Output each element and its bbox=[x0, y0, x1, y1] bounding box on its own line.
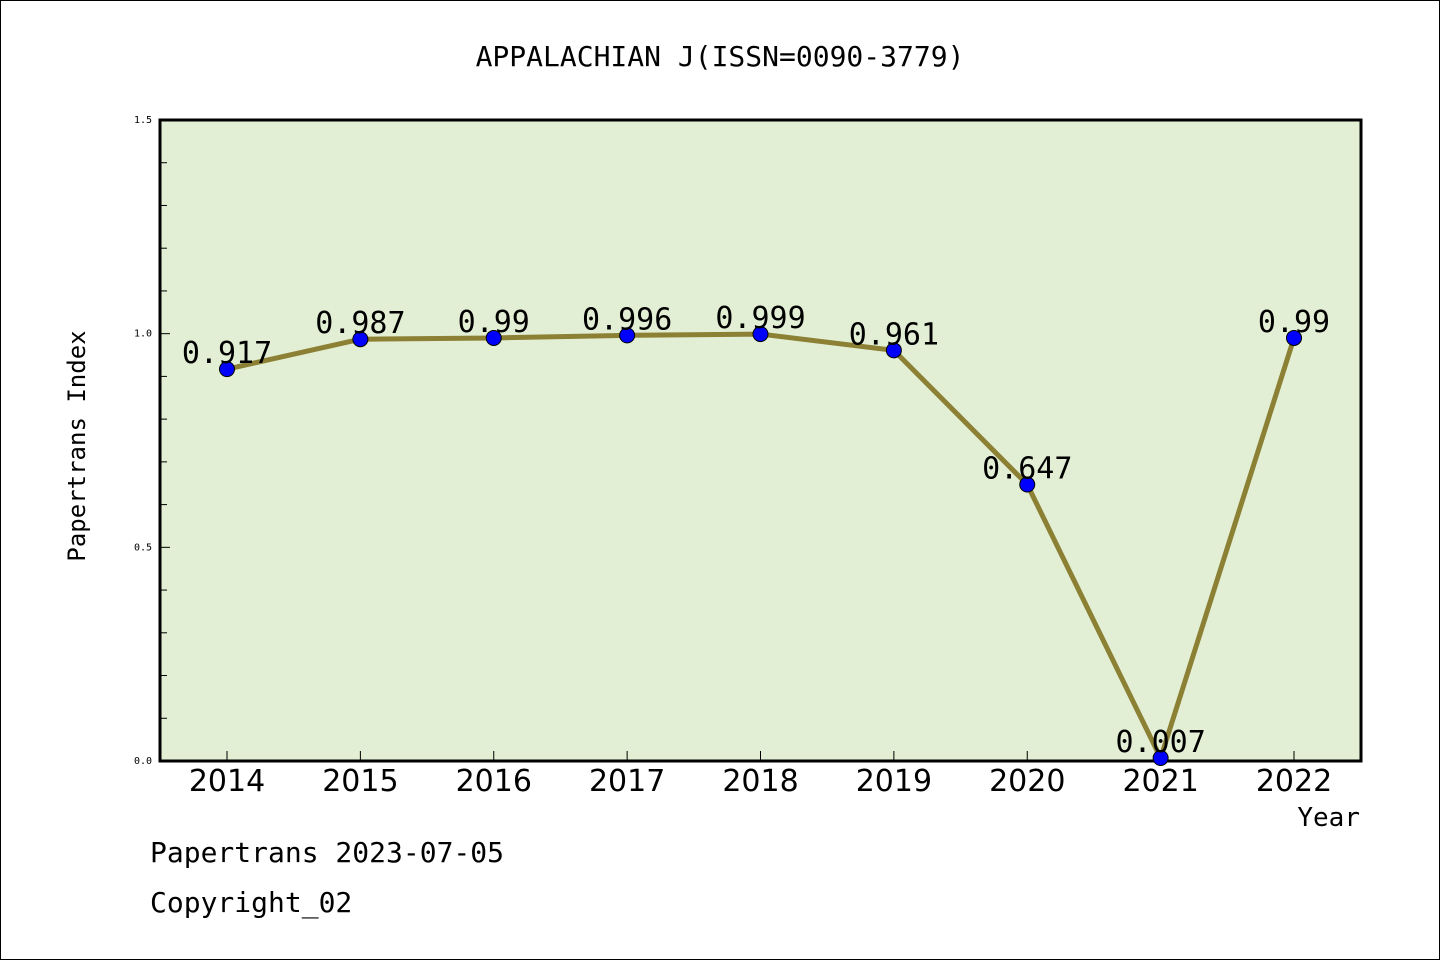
y-axis: 0.0 0.5 1.0 1.5 bbox=[134, 115, 170, 767]
y-tick-label: 0.5 bbox=[134, 542, 152, 553]
data-point bbox=[1286, 329, 1302, 346]
data-point bbox=[752, 326, 769, 343]
data-label: 0.99 bbox=[1258, 305, 1330, 340]
x-tick-label: 2018 bbox=[722, 764, 798, 799]
data-point bbox=[885, 342, 902, 359]
x-axis-label: Year bbox=[1297, 803, 1360, 833]
data-label: 0.647 bbox=[982, 452, 1072, 487]
data-label: 0.917 bbox=[182, 336, 272, 371]
data-label: 0.996 bbox=[582, 302, 672, 337]
data-point bbox=[219, 361, 235, 378]
data-point bbox=[1019, 476, 1036, 493]
data-series: 0.917 0.987 0.99 0.996 0.999 0.961 0.647 0.007 0… bbox=[182, 301, 1330, 767]
data-label: 0.99 bbox=[458, 305, 530, 340]
x-tick-label: 2014 bbox=[189, 764, 265, 799]
x-axis: 2014 2015 2016 2017 2018 2019 2020 2021 2022 bbox=[189, 751, 1332, 799]
chart-title: APPALACHIAN J(ISSN=0090-3779) bbox=[476, 40, 965, 73]
data-label: 0.007 bbox=[1115, 725, 1205, 760]
data-label: 0.999 bbox=[715, 301, 805, 336]
x-tick-label: 2019 bbox=[856, 764, 932, 799]
x-tick-label: 2015 bbox=[322, 764, 398, 799]
y-tick-label: 1.5 bbox=[134, 115, 152, 126]
data-label: 0.961 bbox=[849, 317, 939, 352]
data-point bbox=[1152, 750, 1169, 767]
x-tick-label: 2021 bbox=[1122, 764, 1198, 799]
data-point bbox=[485, 329, 502, 346]
x-tick-label: 2020 bbox=[989, 764, 1065, 799]
y-tick-label: 0.0 bbox=[134, 756, 152, 767]
x-tick-label: 2016 bbox=[456, 764, 532, 799]
x-tick-label: 2022 bbox=[1256, 764, 1332, 799]
y-tick-label: 1.0 bbox=[134, 329, 152, 340]
y-axis-label: Papertrans Index bbox=[63, 330, 91, 561]
data-point bbox=[352, 331, 369, 348]
x-tick-label: 2017 bbox=[589, 764, 665, 799]
plot-area bbox=[158, 118, 1363, 763]
footer-copyright: Copyright_02 bbox=[150, 886, 353, 919]
data-label: 0.987 bbox=[315, 306, 405, 341]
footer-date: Papertrans 2023-07-05 bbox=[150, 836, 505, 869]
data-point bbox=[619, 327, 636, 344]
